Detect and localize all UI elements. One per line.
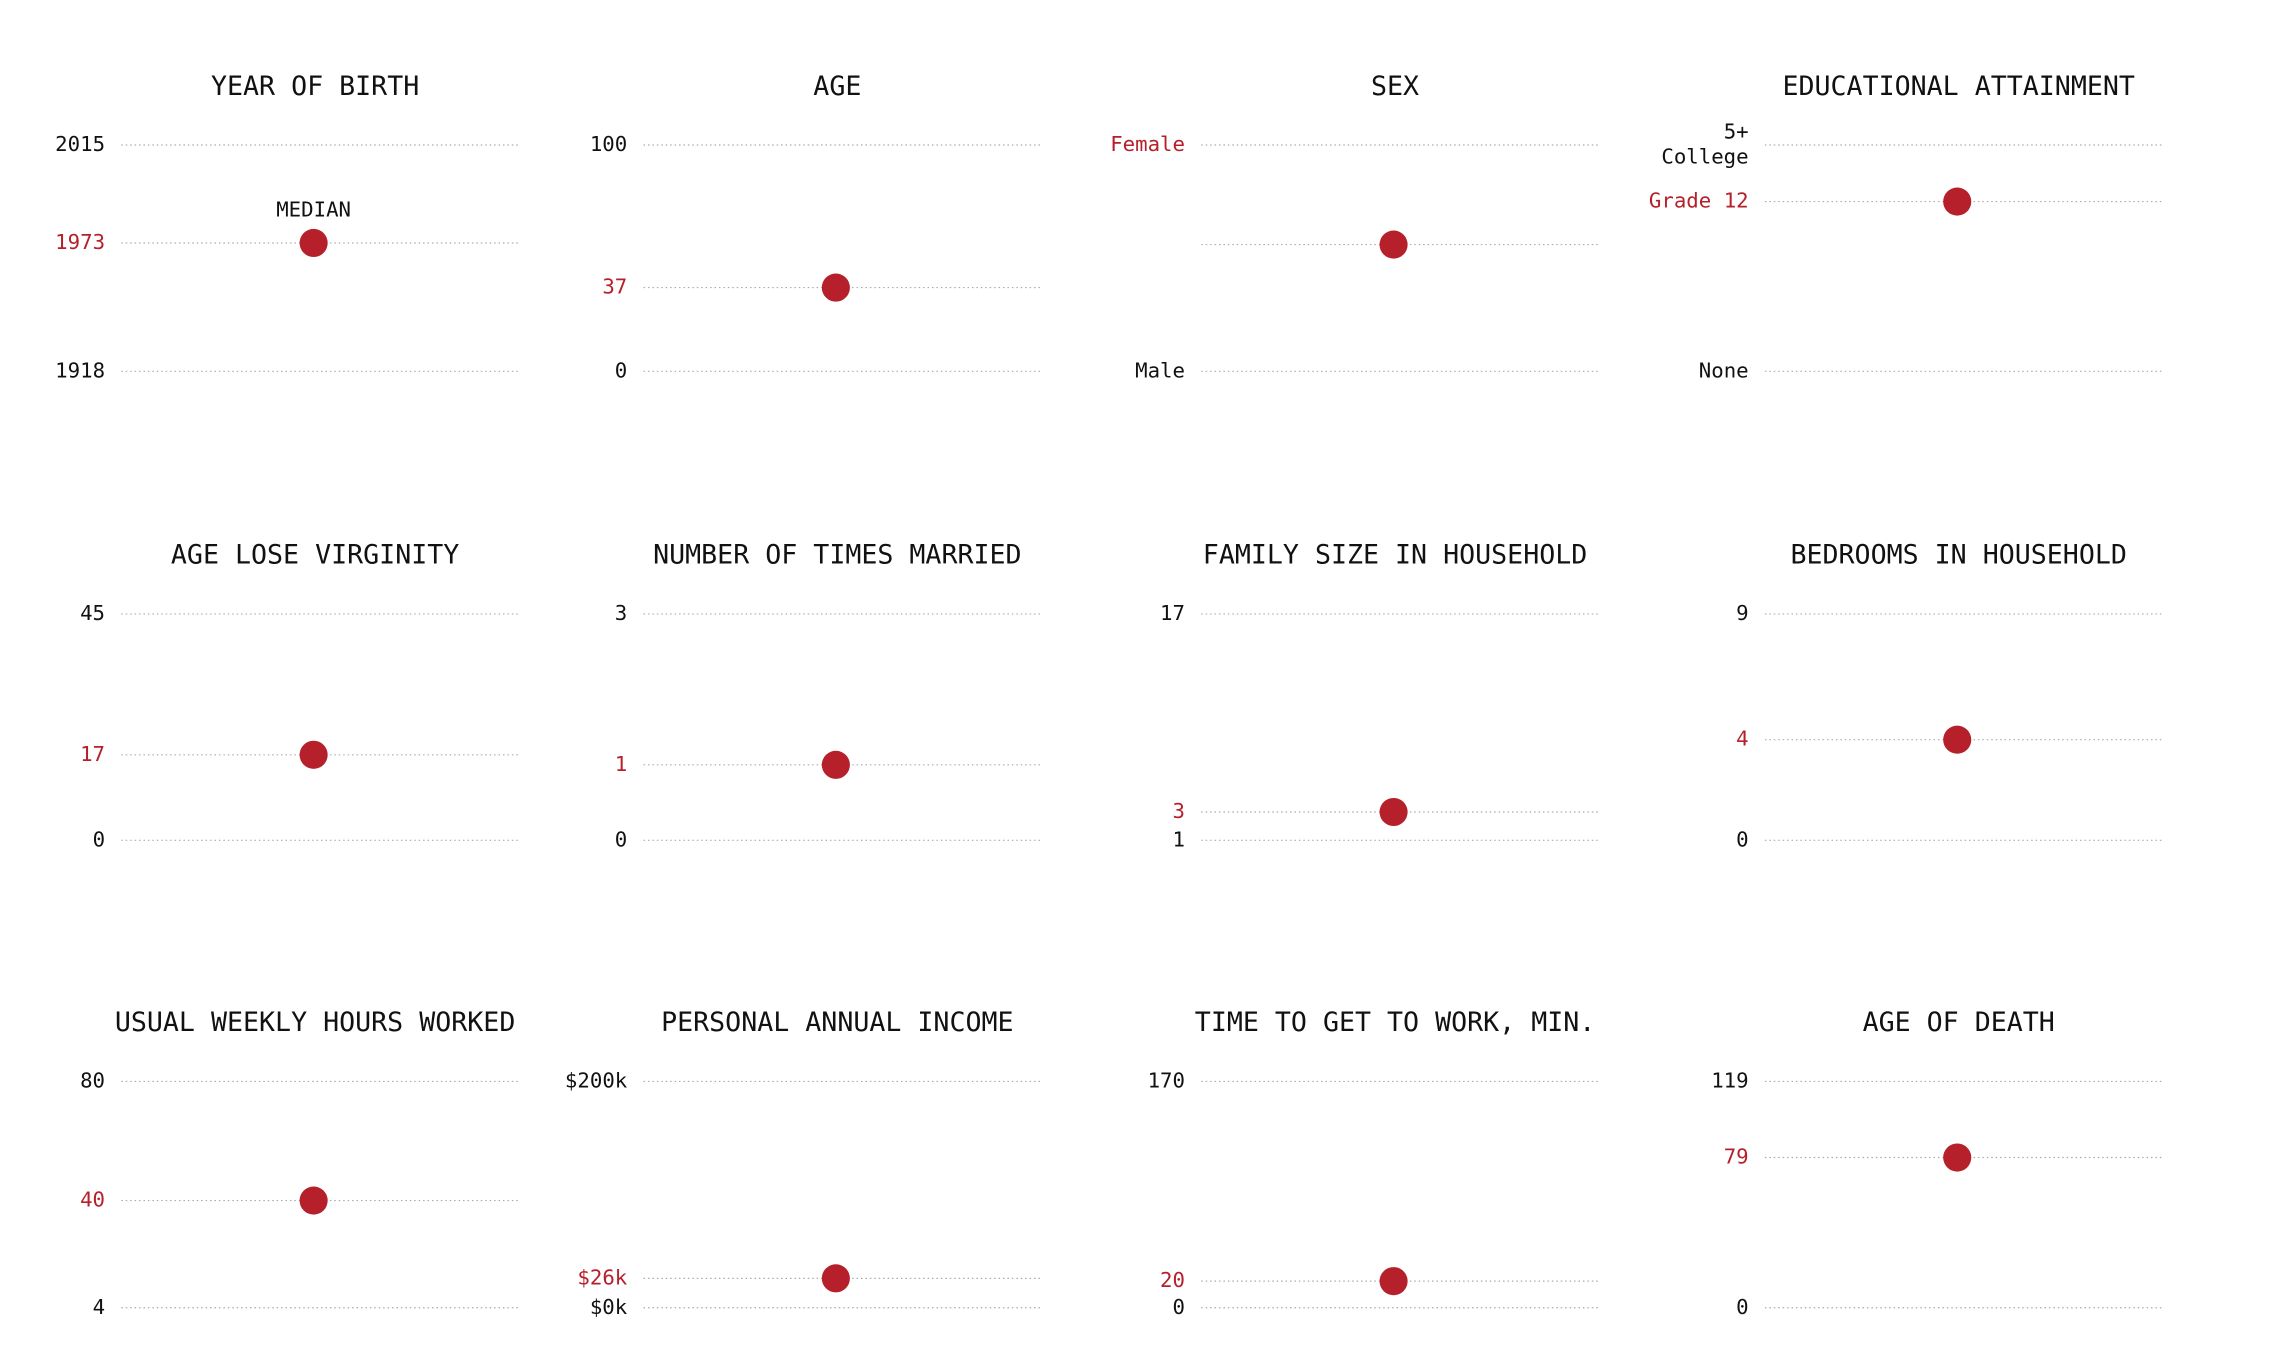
y-tick-label: 0 xyxy=(615,827,627,851)
median-dot xyxy=(821,1264,850,1293)
annotation: MEDIAN xyxy=(276,197,351,221)
y-tick-label: 1 xyxy=(1173,827,1185,851)
y-tick-label: $0k xyxy=(590,1295,628,1319)
chart-title: NUMBER OF TIMES MARRIED xyxy=(653,540,1021,571)
value-label: 4 xyxy=(1736,727,1748,751)
chart-title: EDUCATIONAL ATTAINMENT xyxy=(1782,71,2134,102)
y-tick-label: Male xyxy=(1135,358,1185,382)
y-tick-label: 100 xyxy=(590,132,627,156)
y-tick-label: 170 xyxy=(1148,1068,1185,1092)
chart-title: TIME TO GET TO WORK, MIN. xyxy=(1195,1007,1596,1038)
y-tick-label: 9 xyxy=(1736,601,1748,625)
chart-title: AGE xyxy=(813,71,861,102)
median-dot xyxy=(1943,1143,1972,1172)
chart-title: PERSONAL ANNUAL INCOME xyxy=(661,1007,1013,1038)
chart-title: AGE OF DEATH xyxy=(1863,1007,2055,1038)
value-label: 1 xyxy=(615,752,627,776)
chart-title: YEAR OF BIRTH xyxy=(211,71,419,102)
median-dot xyxy=(1379,230,1408,259)
y-tick-label: 0 xyxy=(1736,827,1748,851)
median-dot xyxy=(299,1186,328,1215)
median-dot xyxy=(821,750,850,779)
value-label: 20 xyxy=(1160,1268,1185,1292)
y-tick-label: $200k xyxy=(565,1068,628,1092)
y-tick-label: None xyxy=(1699,358,1749,382)
median-dot xyxy=(1943,187,1972,216)
value-label: $26k xyxy=(577,1265,627,1289)
median-dot xyxy=(1943,725,1972,754)
chart-title: SEX xyxy=(1371,71,1419,102)
chart-title: USUAL WEEKLY HOURS WORKED xyxy=(115,1007,516,1038)
y-tick-label: 0 xyxy=(93,827,105,851)
median-dot xyxy=(299,740,328,769)
chart-title: BEDROOMS IN HOUSEHOLD xyxy=(1790,540,2126,571)
median-dot xyxy=(299,228,328,258)
median-dot xyxy=(1379,1267,1408,1296)
y-tick-label: Female xyxy=(1110,132,1185,156)
y-tick-label: 80 xyxy=(80,1068,105,1092)
y-tick-label: 0 xyxy=(615,358,627,382)
y-tick-label: 0 xyxy=(1736,1295,1748,1319)
chart-title: FAMILY SIZE IN HOUSEHOLD xyxy=(1203,540,1588,571)
y-tick-label: 0 xyxy=(1173,1295,1185,1319)
y-tick-label: 3 xyxy=(615,601,627,625)
median-dot xyxy=(1379,797,1408,827)
y-tick-label: 17 xyxy=(1160,601,1185,625)
y-tick-label: 45 xyxy=(80,601,105,625)
value-label: 40 xyxy=(80,1188,105,1212)
y-tick-label: 1918 xyxy=(55,358,105,382)
median-dot xyxy=(821,273,850,302)
y-tick-label: 4 xyxy=(93,1295,105,1319)
chart-title: AGE LOSE VIRGINITY xyxy=(171,540,459,571)
value-label: 37 xyxy=(602,275,627,299)
y-tick-label: 119 xyxy=(1711,1068,1748,1092)
value-label: 79 xyxy=(1724,1145,1749,1169)
value-label: 1973 xyxy=(55,230,105,254)
y-tick-label: 5+ College xyxy=(1661,120,1748,169)
y-tick-label: 2015 xyxy=(55,132,105,156)
value-label: 3 xyxy=(1173,799,1185,823)
value-label: Grade 12 xyxy=(1649,189,1749,213)
value-label: 17 xyxy=(80,742,105,766)
